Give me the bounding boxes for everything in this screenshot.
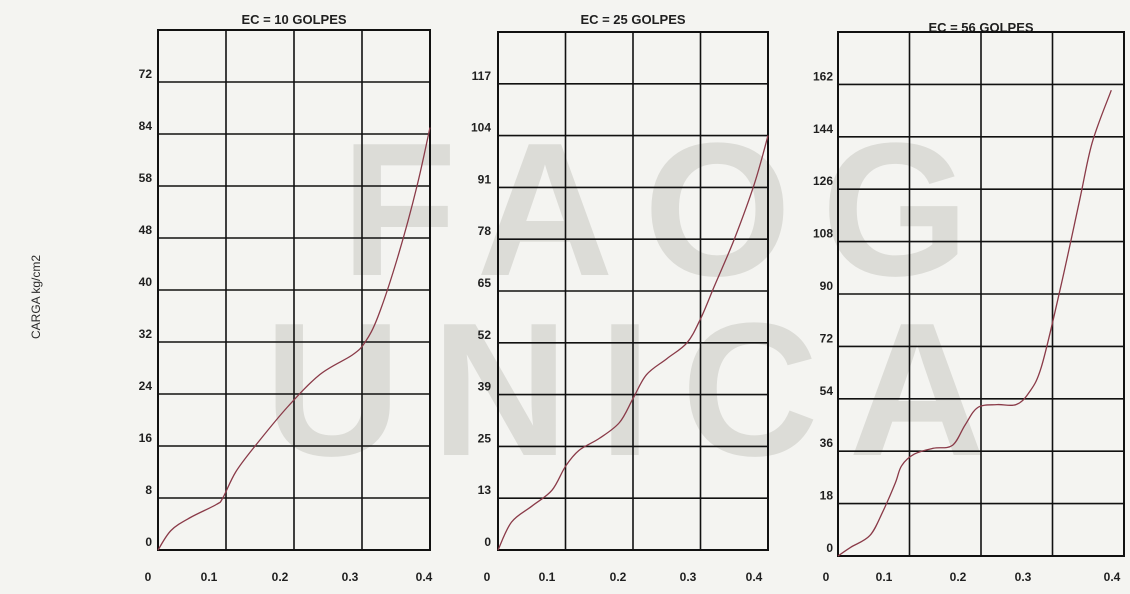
x-tick-label: 0.2 xyxy=(950,570,967,584)
y-tick-label: 0 xyxy=(484,535,491,549)
y-tick-label: 117 xyxy=(472,69,492,83)
y-tick-label: 54 xyxy=(820,384,834,398)
x-tick-label: 0.4 xyxy=(1104,570,1121,584)
x-tick-label: 0 xyxy=(145,570,152,584)
y-tick-label: 91 xyxy=(478,172,492,186)
load-penetration-curve xyxy=(497,135,769,551)
x-tick-label: 0.1 xyxy=(201,570,218,584)
y-tick-label: 0 xyxy=(145,535,152,549)
y-tick-label: 72 xyxy=(139,67,153,81)
y-tick-label: 52 xyxy=(478,328,492,342)
x-tick-label: 0.1 xyxy=(539,570,556,584)
y-tick-label: 0 xyxy=(826,541,833,555)
y-tick-label: 58 xyxy=(139,171,153,185)
y-tick-label: 104 xyxy=(471,121,491,135)
x-tick-label: 0.3 xyxy=(1015,570,1032,584)
y-tick-label: 78 xyxy=(478,224,492,238)
load-penetration-curve xyxy=(837,89,1112,557)
y-tick-label: 13 xyxy=(478,483,492,497)
y-tick-label: 25 xyxy=(478,431,492,445)
y-tick-label: 16 xyxy=(139,431,153,445)
y-tick-label: 18 xyxy=(820,489,834,503)
y-tick-label: 126 xyxy=(813,174,833,188)
y-tick-label: 144 xyxy=(813,122,833,136)
y-tick-label: 65 xyxy=(478,276,492,290)
x-tick-label: 0.2 xyxy=(610,570,627,584)
watermark-line-1: FAOG xyxy=(341,104,999,316)
x-tick-label: 0 xyxy=(823,570,830,584)
chart-title: EC = 25 GOLPES xyxy=(580,12,685,27)
y-tick-label: 108 xyxy=(813,227,833,241)
x-tick-label: 0.4 xyxy=(746,570,763,584)
x-tick-label: 0.3 xyxy=(342,570,359,584)
y-tick-label: 32 xyxy=(139,327,153,341)
y-tick-label: 162 xyxy=(813,69,833,83)
x-tick-label: 0.3 xyxy=(680,570,697,584)
load-penetration-curve xyxy=(157,127,431,551)
x-tick-label: 0.1 xyxy=(876,570,893,584)
x-tick-label: 0.4 xyxy=(416,570,433,584)
y-tick-label: 39 xyxy=(478,380,492,394)
x-tick-label: 0 xyxy=(484,570,491,584)
y-tick-label: 90 xyxy=(820,279,834,293)
watermark-line-2: UNICA xyxy=(264,284,1016,496)
y-tick-label: 36 xyxy=(820,436,834,450)
chart-title: EC = 10 GOLPES xyxy=(241,12,346,27)
y-tick-label: 24 xyxy=(139,379,153,393)
x-tick-label: 0.2 xyxy=(272,570,289,584)
y-tick-label: 84 xyxy=(139,119,153,133)
y-tick-label: 72 xyxy=(820,331,834,345)
y-tick-label: 8 xyxy=(145,483,152,497)
watermark-logo: FAOG UNICA xyxy=(264,104,1016,496)
y-tick-label: 48 xyxy=(139,223,153,237)
y-tick-label: 40 xyxy=(139,275,153,289)
